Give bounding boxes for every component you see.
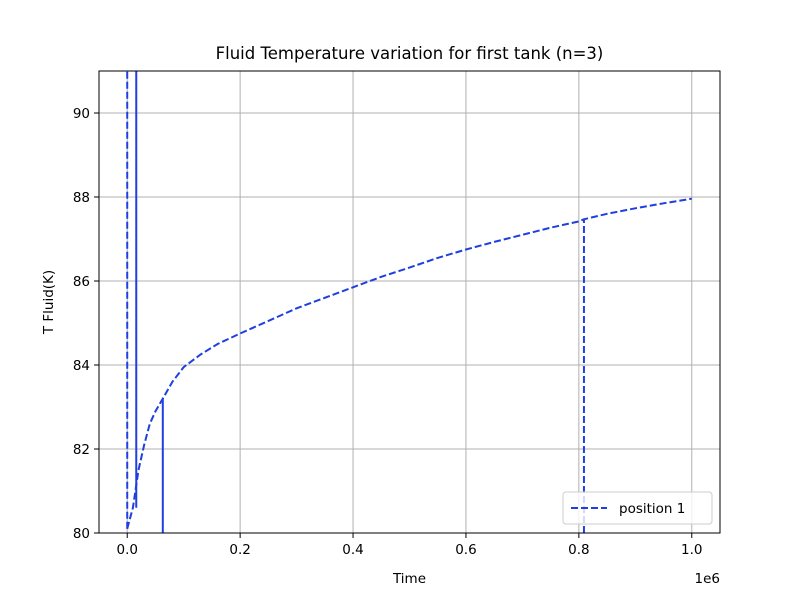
x-axis-offset-label: 1e6 [695, 571, 720, 587]
y-tick-label: 90 [73, 106, 90, 122]
x-tick-label: 0.6 [455, 542, 476, 558]
legend: position 1 [562, 491, 713, 525]
series-line-position-1 [126, 197, 692, 530]
y-tick-label: 84 [73, 358, 90, 374]
plot-area [126, 71, 692, 533]
legend-label-position-1: position 1 [619, 501, 685, 517]
x-axis-label: Time [392, 571, 426, 587]
y-axis-label: T Fluid(K) [41, 270, 57, 335]
legend-box [562, 491, 713, 525]
y-tick-label: 82 [73, 442, 90, 458]
chart-title: Fluid Temperature variation for first ta… [216, 44, 604, 63]
x-tick-label: 0.8 [568, 542, 589, 558]
y-tick-label: 86 [73, 274, 90, 290]
x-tick-label: 0.2 [229, 542, 250, 558]
axis-ticks: 0.0 0.2 0.4 0.6 0.8 1.0 80 82 84 86 88 90 [73, 106, 703, 558]
x-tick-label: 1.0 [681, 542, 702, 558]
y-tick-label: 88 [73, 190, 90, 206]
y-tick-label: 80 [73, 526, 90, 542]
x-tick-label: 0.0 [116, 542, 137, 558]
axes-frame [98, 70, 721, 534]
x-tick-label: 0.4 [342, 542, 363, 558]
grid-lines [99, 71, 720, 534]
